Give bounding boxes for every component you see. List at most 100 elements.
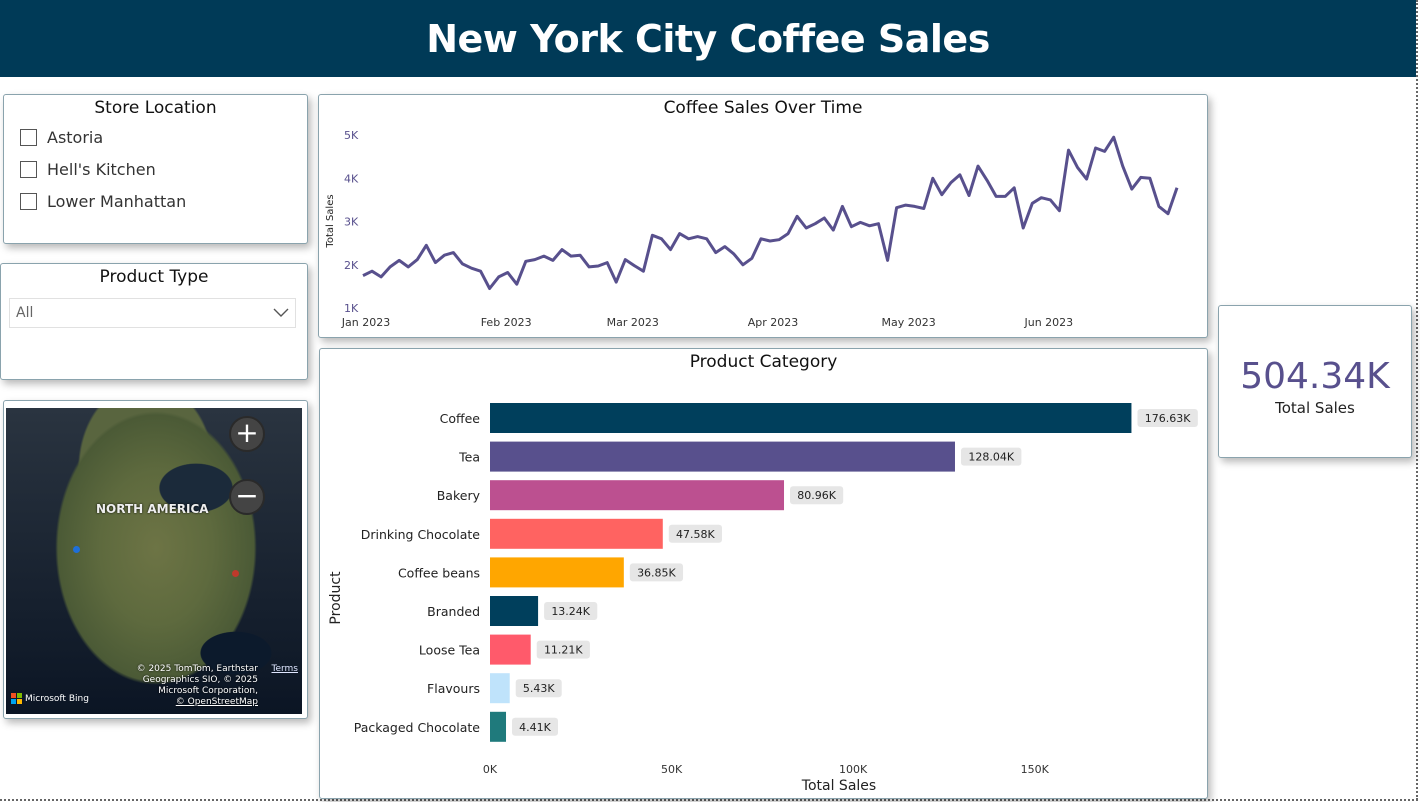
bar-chart: Coffee 176.63K Tea 128.04K Bakery 80.96K Drink…	[328, 403, 1198, 794]
page-border-right	[1416, 0, 1418, 800]
data-label: 4.41K	[519, 721, 551, 734]
x-tick-label: Feb 2023	[481, 316, 532, 329]
data-label: 11.21K	[544, 644, 583, 657]
y-axis-title: Product	[328, 571, 344, 625]
data-label: 5.43K	[523, 682, 555, 695]
bar	[490, 634, 531, 665]
y-tick-label: 5K	[344, 129, 359, 142]
slicer-item-lower-manhattan[interactable]: Lower Manhattan	[20, 185, 307, 217]
y-tick-label: 1K	[344, 302, 359, 315]
bar	[490, 518, 663, 549]
chevron-down-icon	[273, 308, 289, 317]
data-label-bg	[629, 563, 684, 582]
map-region-label: NORTH AMERICA	[96, 502, 209, 516]
y-tick-label: 4K	[344, 172, 359, 185]
data-label: 176.63K	[1145, 412, 1191, 425]
x-tick-label: 50K	[661, 763, 683, 776]
x-tick-label: Apr 2023	[748, 316, 799, 329]
category-label: Loose Tea	[419, 643, 480, 658]
slicer-item-label: Lower Manhattan	[47, 191, 187, 211]
bar	[490, 711, 507, 742]
data-label: 13.24K	[551, 605, 590, 618]
microsoft-logo-icon	[11, 693, 22, 704]
y-tick-label: 2K	[344, 259, 359, 272]
data-label-bg	[512, 717, 559, 736]
terms-link[interactable]: Terms	[271, 664, 298, 674]
data-label-bg	[960, 447, 1022, 466]
chart-title: Product Category	[689, 352, 838, 372]
x-tick-label: 150K	[1021, 763, 1050, 776]
attribution-line: Geographics SIO, © 2025	[142, 675, 258, 685]
category-label: Packaged Chocolate	[354, 720, 481, 735]
product-type-slicer: Product Type All	[0, 263, 308, 380]
data-label: 47.58K	[676, 528, 715, 541]
attribution-line: Microsoft Corporation,	[158, 686, 258, 696]
report-header: New York City Coffee Sales	[0, 0, 1416, 77]
product-type-dropdown[interactable]: All	[9, 298, 296, 328]
kpi-label: Total Sales	[1275, 399, 1355, 417]
category-label: Drinking Chocolate	[361, 527, 481, 542]
bar	[490, 596, 539, 626]
kpi-card: 504.34K Total Sales	[1218, 305, 1412, 458]
bar	[490, 673, 510, 704]
category-label: Flavours	[427, 681, 480, 696]
category-label: Branded	[427, 604, 480, 619]
map-visual: NORTH AMERICA + − Terms © 2025 TomTom, E…	[3, 400, 308, 719]
openstreetmap-link[interactable]: © OpenStreetMap	[175, 697, 258, 707]
data-label-bg	[544, 602, 598, 620]
slicer-title: Product Type	[99, 267, 209, 287]
x-tick-label: Jan 2023	[341, 316, 390, 329]
map-canvas[interactable]: NORTH AMERICA + − Terms © 2025 TomTom, E…	[6, 408, 302, 714]
bar	[490, 441, 955, 472]
bar	[490, 557, 624, 588]
map-pin[interactable]	[73, 546, 80, 553]
slicer-item-label: Astoria	[47, 127, 104, 147]
map-pin[interactable]	[232, 570, 239, 577]
checkbox[interactable]	[20, 160, 37, 178]
data-label: 128.04K	[968, 451, 1014, 464]
report-title: New York City Coffee Sales	[426, 16, 990, 61]
data-label-bg	[790, 486, 844, 505]
map-attribution: © 2025 TomTom, Earthstar Geographics SIO…	[137, 664, 258, 708]
bing-logo: Microsoft Bing	[11, 693, 89, 704]
data-label-bg	[1137, 409, 1198, 427]
line-chart: 1K 2K 3K 4K 5K Jan 2023 Feb 2023 Mar 2023 Apr 20…	[325, 129, 1179, 329]
slicer-title: Store Location	[94, 98, 217, 118]
slicer-item-hells-kitchen[interactable]: Hell's Kitchen	[20, 153, 307, 185]
bar-chart-card: Product Category Coffee 176.63K Tea 128.04K…	[319, 348, 1208, 799]
zoom-out-button[interactable]: −	[229, 479, 265, 515]
x-tick-label: 100K	[839, 763, 868, 776]
slicer-item-astoria[interactable]: Astoria	[20, 121, 307, 153]
x-tick-label: May 2023	[882, 316, 936, 329]
checkbox[interactable]	[20, 192, 37, 210]
data-label: 80.96K	[797, 489, 836, 502]
slicer-item-label: Hell's Kitchen	[47, 159, 156, 179]
category-label: Coffee beans	[398, 565, 480, 580]
x-axis-title: Total Sales	[801, 778, 876, 794]
data-label-bg	[668, 524, 722, 543]
category-label: Tea	[458, 450, 480, 465]
y-tick-label: 3K	[344, 216, 359, 229]
page-border-bottom	[0, 799, 1418, 801]
data-label-bg	[515, 679, 562, 698]
y-axis-title: Total Sales	[325, 194, 336, 248]
x-tick-label: Jun 2023	[1024, 316, 1074, 329]
store-location-slicer: Store Location Astoria Hell's Kitchen Lo…	[3, 94, 308, 244]
category-label: Bakery	[437, 488, 481, 503]
bar	[490, 403, 1132, 433]
data-label-bg	[536, 640, 590, 659]
data-label: 36.85K	[637, 566, 676, 579]
x-tick-label: Mar 2023	[607, 316, 659, 329]
attribution-line: © 2025 TomTom, Earthstar	[136, 664, 258, 674]
provider-label: Microsoft Bing	[25, 693, 89, 704]
line-chart-card: Coffee Sales Over Time 1K 2K 3K 4K 5K Jan 202…	[318, 94, 1208, 338]
sales-line	[362, 135, 1179, 290]
chart-title: Coffee Sales Over Time	[663, 98, 863, 118]
zoom-in-button[interactable]: +	[229, 416, 265, 452]
category-label: Coffee	[440, 411, 481, 426]
checkbox[interactable]	[20, 128, 37, 146]
x-tick-label: 0K	[483, 763, 498, 776]
dropdown-value: All	[16, 305, 34, 321]
bar	[490, 480, 785, 511]
kpi-value: 504.34K	[1240, 356, 1390, 397]
